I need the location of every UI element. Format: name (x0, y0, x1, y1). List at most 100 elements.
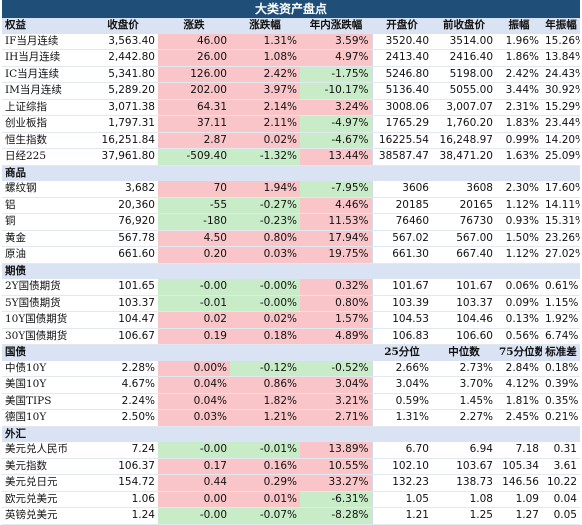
table-row: 上证综指 3,071.38 64.31 2.14% 3.24% 3008.06 3,007.… (2, 99, 580, 116)
table-cell: 2.31% (496, 99, 542, 116)
table-cell: -0.00% (230, 279, 300, 296)
table-row: 美元兑日元 154.72 0.44 0.29% 33.27% 132.23 138.73 14… (2, 474, 580, 492)
table-cell: 1,760.20 (432, 115, 496, 133)
table-cell: 1.81% (496, 393, 542, 410)
table-cell: 1.09 (496, 491, 542, 508)
table-cell: 2416.40 (432, 49, 496, 67)
table-cell: -0.07% (230, 507, 300, 525)
table-cell: 0.01% (230, 491, 300, 508)
table-cell: 17.94% (300, 230, 372, 247)
row-name: 日经225 (2, 148, 88, 166)
row-name: 黄金 (2, 230, 88, 247)
table-cell: 2.84% (496, 360, 542, 377)
row-name: 美元指数 (2, 458, 88, 475)
table-cell: 567.78 (88, 230, 158, 247)
table-row: 美元指数 106.37 0.17 0.16% 10.55% 102.10 103.67 105… (2, 458, 580, 475)
table-cell: 105.34 (496, 458, 542, 475)
table-cell: 104.46 (432, 311, 496, 329)
table-cell: -0.52% (300, 360, 372, 377)
table-cell: 76460 (371, 213, 432, 231)
table-cell: 1.06 (88, 491, 158, 508)
table-cell: 2413.40 (371, 49, 432, 67)
table-cell: 1.15% (542, 295, 580, 312)
row-name: 美元兑日元 (2, 474, 88, 492)
table-cell: 4.12% (496, 376, 542, 394)
table-cell: -0.00 (158, 279, 230, 296)
table-cell: 7.24 (88, 442, 158, 459)
section-header: 期债 (2, 263, 580, 279)
table-cell: 6.70 (371, 442, 432, 459)
table-cell: 661.60 (88, 246, 158, 264)
table-cell: 0.17 (158, 458, 230, 475)
table-cell: 5,289.20 (88, 82, 158, 100)
table-cell: 15.31% (542, 213, 580, 231)
table-cell: 23.44% (542, 115, 580, 133)
table-cell: 4.46% (300, 197, 372, 214)
table-cell: 15.29% (542, 99, 580, 116)
table-cell: -0.27% (230, 197, 300, 214)
column-header: 涨跌幅 (230, 18, 300, 34)
table-cell: 64.31 (158, 99, 230, 116)
table-cell: 0.39% (542, 376, 580, 394)
table-cell: 4.67% (88, 376, 158, 394)
table-cell: 2,442.80 (88, 49, 158, 67)
table-cell: 2.50% (88, 409, 158, 427)
table-cell: 6.74% (542, 328, 580, 345)
table-cell: 103.37 (88, 295, 158, 312)
table-cell: 37,961.80 (88, 148, 158, 166)
row-name: IC当月连续 (2, 66, 88, 83)
column-header: 收盘价 (88, 18, 158, 34)
table-cell: 38,471.20 (432, 148, 496, 166)
table-cell: 1.96% (496, 33, 542, 50)
table-cell: 2.27% (432, 409, 496, 427)
table-cell: 3.04% (300, 376, 372, 394)
table-cell: 3,007.07 (432, 99, 496, 116)
table-cell: 5055.00 (432, 82, 496, 100)
table-cell: 3.61 (542, 458, 580, 475)
table-cell: 0.61% (542, 279, 580, 296)
table-row: 原油 661.60 0.20 0.03% 19.75% 661.30 667.40 1.12%… (2, 246, 580, 264)
table-cell: 4.50 (158, 230, 230, 247)
table-row: 英镑兑美元 1.24 -0.00 -0.07% -8.28% 1.21 1.25 1.27 0.… (2, 507, 580, 525)
row-name: 美国TIPS (2, 393, 88, 410)
panel-title: 大类资产盘点 (2, 0, 580, 18)
table-cell: 1.08% (230, 49, 300, 67)
table-cell: 2.42% (496, 66, 542, 83)
table-cell: 103.67 (432, 458, 496, 475)
table-cell: 38587.47 (371, 148, 432, 166)
table-row: IC当月连续 5,341.80 126.00 2.42% -1.75% 5246.80 51… (2, 66, 580, 83)
table-cell: 0.00 (158, 491, 230, 508)
table-cell: 0.18% (542, 360, 580, 377)
column-header (158, 344, 230, 361)
table-cell: -8.28% (300, 507, 372, 525)
section-label: 商品 (2, 165, 580, 181)
table-cell: 11.53% (300, 213, 372, 231)
table-cell: 13.89% (300, 442, 372, 459)
row-name: IF当月连续 (2, 33, 88, 50)
table-cell: 4.97% (300, 49, 372, 67)
table-cell: 0.29% (230, 474, 300, 492)
table-row: IH当月连续 2,442.80 26.00 1.08% 4.97% 2413.40 2416… (2, 49, 580, 67)
table-cell: 1.63% (496, 148, 542, 166)
table-cell: 3,682 (88, 181, 158, 198)
table-cell: -0.23% (230, 213, 300, 231)
column-header: 年内涨跌幅 (300, 18, 372, 34)
table-cell: 2.45% (496, 409, 542, 427)
table-cell: 102.10 (371, 458, 432, 475)
column-header: 25分位 (372, 344, 432, 361)
table-cell: 3.44% (496, 82, 542, 100)
table-cell: 15.26% (542, 33, 580, 50)
table-cell: -1.75% (300, 66, 372, 83)
table-cell: 2.66% (371, 360, 432, 377)
table-cell: -6.31% (300, 491, 372, 508)
table-cell: -4.67% (300, 132, 372, 149)
table-row: 日经225 37,961.80 -509.40 -1.32% 13.44% 38587.4… (2, 148, 580, 166)
section-label: 期债 (2, 263, 580, 279)
table-cell: 126.00 (158, 66, 230, 83)
table-cell: 1.57% (300, 311, 372, 329)
table-cell: -0.00 (158, 442, 230, 459)
table-row: 铜 76,920 -180 -0.23% 11.53% 76460 76730 0.93% 15… (2, 213, 580, 231)
table-cell: 3008.06 (371, 99, 432, 116)
